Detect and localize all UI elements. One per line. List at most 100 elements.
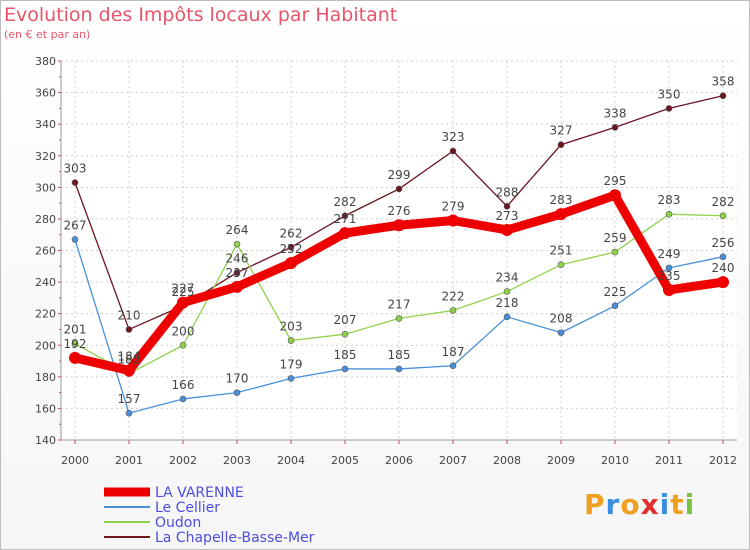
data-label: 350 (658, 87, 681, 101)
data-label: 358 (712, 75, 735, 89)
data-point (341, 330, 349, 338)
data-label: 271 (334, 212, 357, 226)
data-point (555, 208, 567, 221)
data-label: 203 (280, 320, 303, 334)
data-label: 299 (388, 168, 411, 182)
data-label: 234 (496, 271, 519, 285)
data-label: 251 (550, 244, 573, 258)
data-label: 282 (712, 195, 735, 209)
legend-label: Oudon (155, 515, 201, 531)
y-tick-label: 360 (35, 87, 56, 100)
data-point (557, 141, 565, 148)
y-tick-label: 180 (35, 371, 56, 384)
data-point (287, 337, 295, 344)
data-point (503, 202, 511, 210)
data-point (393, 219, 405, 232)
data-point (719, 212, 727, 220)
data-point (287, 375, 295, 382)
x-tick-label: 2010 (601, 454, 629, 467)
x-tick-label: 2011 (655, 454, 683, 467)
logo-letter: x (640, 488, 660, 521)
data-point (233, 240, 241, 248)
data-point (501, 223, 513, 236)
data-label: 207 (334, 313, 357, 327)
x-tick-label: 2000 (61, 454, 89, 467)
data-label: 185 (334, 348, 357, 362)
data-point (611, 302, 619, 310)
data-point (665, 264, 673, 272)
data-label: 276 (388, 204, 411, 218)
data-label: 166 (172, 378, 195, 392)
data-label: 264 (226, 223, 249, 237)
data-point (71, 340, 79, 347)
data-point (395, 365, 403, 373)
data-point (285, 257, 297, 270)
y-tick-label: 240 (35, 276, 56, 289)
data-point (395, 185, 403, 193)
data-point (339, 227, 351, 240)
data-point (449, 147, 457, 155)
data-label: 217 (388, 297, 411, 311)
data-label: 208 (550, 312, 573, 326)
y-tick-label: 340 (35, 118, 56, 131)
data-label: 283 (550, 193, 573, 207)
chart-title: Evolution des Impôts locaux par Habitant (4, 4, 398, 26)
data-label: 170 (226, 372, 249, 386)
data-label: 267 (64, 218, 87, 232)
data-point (395, 315, 403, 322)
data-point (611, 124, 619, 131)
data-point (179, 341, 187, 349)
data-point (449, 307, 457, 314)
data-point (233, 389, 241, 396)
y-tick-label: 320 (35, 150, 56, 163)
logo-letter: i (659, 488, 671, 521)
logo-letter: P (584, 488, 606, 521)
data-point (717, 276, 729, 289)
data-label: 327 (550, 124, 573, 138)
data-label: 288 (496, 185, 519, 199)
y-tick-label: 280 (35, 213, 56, 226)
data-label: 282 (334, 195, 357, 209)
data-label: 273 (496, 209, 519, 223)
data-point (557, 261, 565, 269)
data-label: 184 (118, 350, 141, 364)
x-tick-label: 2004 (277, 454, 305, 467)
data-point (71, 236, 79, 243)
y-tick-label: 140 (35, 434, 56, 447)
data-label: 222 (442, 290, 465, 304)
legend-label: Le Cellier (155, 500, 220, 516)
data-label: 323 (442, 130, 465, 144)
data-point (71, 179, 79, 186)
x-tick-label: 2005 (331, 454, 359, 467)
y-tick-label: 380 (35, 55, 56, 68)
data-point (663, 283, 675, 296)
logo-letter: o (620, 488, 641, 521)
x-tick-label: 2009 (547, 454, 575, 467)
data-label: 210 (118, 308, 141, 322)
data-label: 249 (658, 247, 681, 261)
data-point (341, 212, 349, 220)
data-label: 227 (172, 282, 195, 296)
proxiti-logo: Proxiti (584, 488, 695, 521)
data-point (503, 313, 511, 321)
data-point (231, 280, 243, 293)
data-point (177, 296, 189, 309)
data-label: 179 (280, 357, 303, 371)
data-label: 201 (64, 323, 87, 337)
y-tick-label: 300 (35, 181, 56, 194)
data-label: 200 (172, 324, 195, 338)
data-label: 192 (64, 337, 87, 351)
data-point (123, 364, 135, 377)
data-label: 218 (496, 296, 519, 310)
data-point (611, 248, 619, 256)
data-label: 225 (172, 285, 195, 299)
y-tick-label: 260 (35, 245, 56, 258)
data-point (719, 253, 727, 261)
x-tick-label: 2006 (385, 454, 413, 467)
logo-letter: t (670, 488, 685, 521)
data-point (179, 395, 187, 403)
data-point (69, 351, 81, 364)
data-label: 259 (604, 231, 627, 245)
data-label: 225 (604, 285, 627, 299)
